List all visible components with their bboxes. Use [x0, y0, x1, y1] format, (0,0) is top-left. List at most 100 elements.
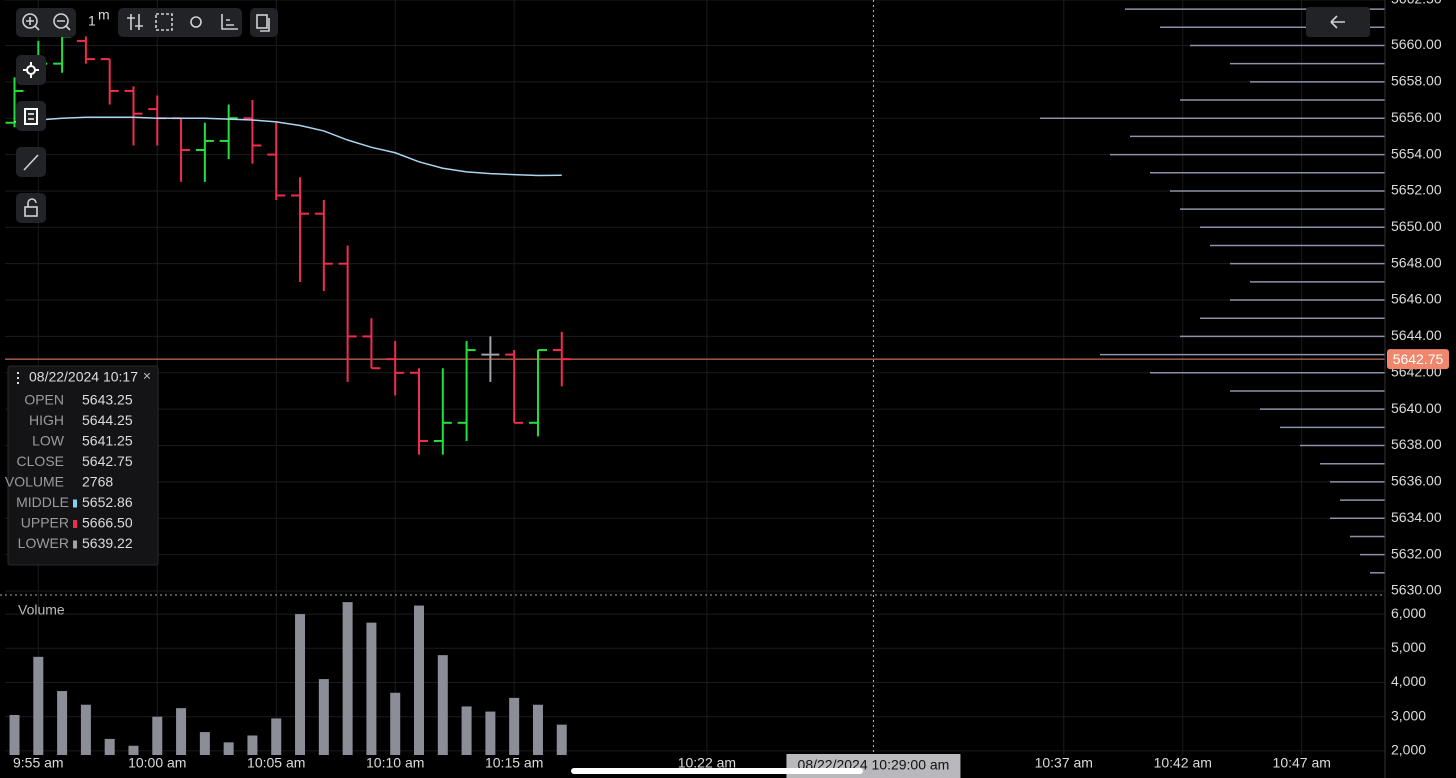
info-value: 2768 — [82, 474, 113, 490]
settings-icon[interactable] — [190, 16, 202, 28]
zoom-in-glyph — [26, 17, 40, 31]
y-tick-label: 5658.00 — [1391, 73, 1442, 89]
home-indicator — [571, 768, 863, 774]
y-tick-label: 5636.00 — [1391, 473, 1442, 489]
volume-bar — [556, 724, 567, 755]
volume-bar — [9, 714, 20, 755]
bar-type-icon[interactable] — [127, 14, 143, 30]
volume-bar — [57, 691, 68, 755]
y-tick-label: 5646.00 — [1391, 291, 1442, 307]
volume-bar — [318, 679, 329, 755]
volume-bar — [271, 718, 282, 755]
interval-unit[interactable]: m — [98, 7, 110, 23]
info-value: 5652.86 — [82, 494, 133, 510]
volume-bar — [128, 745, 139, 755]
info-label: OPEN — [24, 392, 64, 408]
y-tick-label: 5654.00 — [1391, 145, 1442, 161]
zoom-out-glyph — [57, 20, 71, 31]
y-tick-label: 5644.00 — [1391, 327, 1442, 343]
marks — [5, 8, 1385, 755]
y-tick-label: 5632.00 — [1391, 545, 1442, 561]
x-tick-label: 10:47 am — [1273, 755, 1331, 771]
zoom-in-icon[interactable] — [22, 13, 38, 29]
layout-button[interactable] — [250, 8, 278, 37]
notes-tool[interactable] — [16, 101, 46, 131]
volume-bar — [176, 708, 187, 755]
info-label: CLOSE — [17, 453, 64, 469]
volume-title: Volume — [18, 602, 65, 618]
info-panel-box — [7, 365, 159, 566]
info-panel: 08/22/2024 10:17 × OPEN 5643.25 HIGH 5644.2… — [5, 365, 159, 566]
info-swatch — [73, 520, 77, 528]
volume-tick-label: 2,000 — [1391, 742, 1426, 758]
layout-icon — [256, 14, 268, 29]
x-tick-label: 10:42 am — [1154, 755, 1212, 771]
volume-bar — [223, 742, 234, 755]
volume-bar — [390, 692, 401, 755]
info-label: UPPER — [21, 515, 69, 531]
volume-bar — [199, 732, 210, 755]
lock-icon — [24, 206, 38, 217]
indicator-icon[interactable] — [221, 14, 238, 30]
volume-bar — [80, 704, 91, 755]
y-tick-label: 5656.00 — [1391, 109, 1442, 125]
crosshair-tool-ring — [26, 65, 36, 75]
lock-shackle — [27, 198, 37, 207]
volume-bar — [247, 735, 258, 755]
x-tick-label: 10:15 am — [485, 755, 543, 771]
volume-bar — [485, 711, 496, 755]
volume-bar — [532, 704, 543, 755]
x-tick-label: 10:05 am — [247, 755, 305, 771]
info-label: MIDDLE — [16, 494, 69, 510]
notes-lines — [28, 113, 34, 120]
info-title: 08/22/2024 10:17 — [29, 369, 138, 385]
volume-bar — [461, 706, 472, 755]
info-value: 5642.75 — [82, 453, 133, 469]
notes-icon — [24, 108, 38, 125]
volume-bar — [509, 697, 520, 755]
x-tick-label: 9:55 am — [13, 755, 64, 771]
select-icon[interactable] — [155, 13, 173, 31]
volume-bar — [295, 614, 306, 755]
y-tick-label: 5660.00 — [1391, 36, 1442, 52]
info-swatch — [73, 540, 77, 549]
y-tick-label: 5648.00 — [1391, 254, 1442, 270]
volume-bar — [414, 605, 424, 755]
volume-bar — [342, 602, 353, 755]
y-tick-label: 5630.00 — [1391, 582, 1442, 598]
volume-tick-label: 5,000 — [1391, 639, 1426, 655]
volume-tick-label: 3,000 — [1391, 707, 1426, 723]
info-close[interactable]: × — [143, 368, 151, 384]
line-tool-icon — [23, 154, 39, 171]
last-price-label: 5642.75 — [1393, 351, 1444, 367]
volume-bar — [437, 655, 448, 755]
y-tick-label: 5638.00 — [1391, 436, 1442, 452]
volume-bar — [104, 738, 115, 755]
volume-bar — [366, 622, 377, 755]
volume-bar — [152, 716, 163, 755]
y-tick-label: 5650.00 — [1391, 218, 1442, 234]
volume-tick-label: 6,000 — [1391, 605, 1426, 621]
x-tick-label: 10:00 am — [128, 755, 186, 771]
info-value: 5643.25 — [82, 392, 133, 408]
info-label: HIGH — [29, 412, 64, 428]
lock-tool[interactable] — [16, 193, 46, 223]
y-tick-label: 5634.00 — [1391, 509, 1442, 525]
x-tick-label: 10:37 am — [1035, 755, 1093, 771]
info-value: 5641.25 — [82, 433, 133, 449]
last-price-tag — [1387, 349, 1449, 370]
indicator-line — [14, 116, 562, 177]
info-value: 5639.22 — [82, 535, 133, 551]
interval[interactable]: 1 — [88, 13, 96, 29]
zoom-group[interactable] — [16, 8, 76, 37]
y-tick-label: 5652.00 — [1391, 182, 1442, 198]
tools-group[interactable] — [118, 8, 242, 37]
zoom-out-icon[interactable] — [53, 13, 69, 29]
info-label: LOWER — [18, 535, 69, 551]
layout-icon-back — [260, 18, 270, 32]
x-tick-label: 10:10 am — [366, 755, 424, 771]
volume-bar — [33, 656, 44, 755]
